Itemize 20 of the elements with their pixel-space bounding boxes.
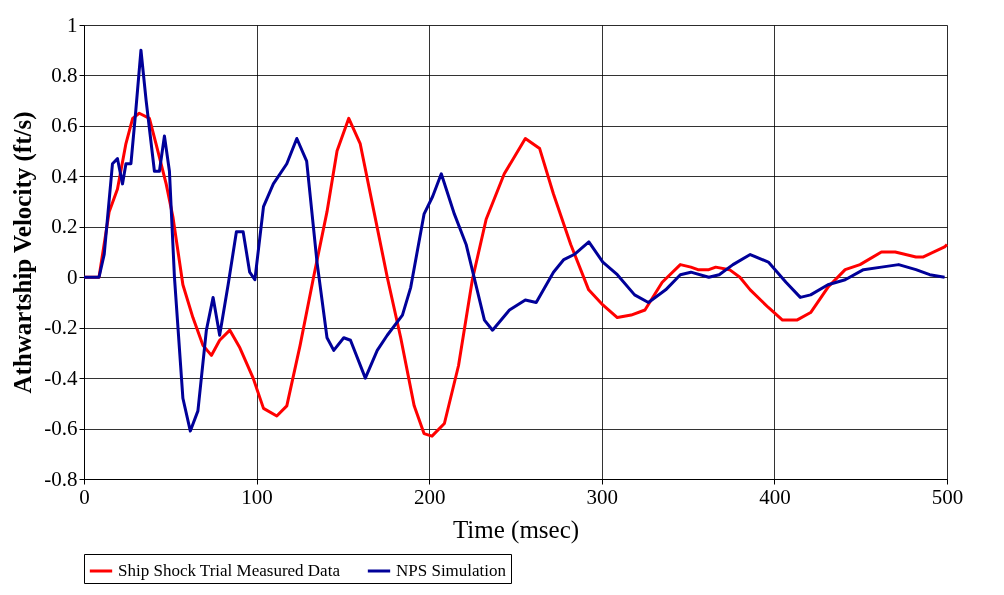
line-series bbox=[82, 48, 947, 433]
y-tick-label: 0.8 bbox=[51, 62, 78, 87]
y-tick-label: 0.4 bbox=[51, 163, 78, 188]
x-tick-label: 100 bbox=[241, 484, 273, 509]
y-tick-label: -0.2 bbox=[44, 315, 78, 340]
y-tick-label: -0.4 bbox=[44, 365, 78, 390]
x-tick-label: 400 bbox=[759, 484, 791, 509]
x-tick-label: 500 bbox=[931, 484, 964, 509]
y-tick-label: 0 bbox=[67, 264, 78, 289]
legend-label: Ship Shock Trial Measured Data bbox=[118, 561, 341, 580]
y-tick-label: -0.6 bbox=[44, 416, 78, 441]
x-tick-label: 200 bbox=[413, 484, 446, 509]
x-tick-label: 300 bbox=[586, 484, 619, 509]
y-tick-label: 0.6 bbox=[51, 113, 78, 138]
y-tick-label: -0.8 bbox=[44, 466, 78, 491]
y-tick-label: 1 bbox=[67, 12, 78, 37]
legend-label: NPS Simulation bbox=[396, 561, 507, 580]
y-axis-title: Athwartship Velocity (ft/s) bbox=[9, 111, 38, 394]
y-tick-label: 0.2 bbox=[51, 214, 78, 239]
x-axis-title: Time (msec) bbox=[452, 515, 580, 544]
